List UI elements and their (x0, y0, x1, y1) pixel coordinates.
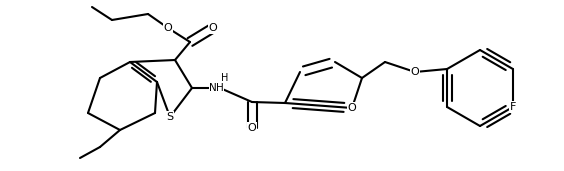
Text: O: O (248, 123, 257, 133)
Text: H: H (221, 73, 228, 83)
Text: S: S (166, 112, 174, 122)
Text: O: O (209, 23, 217, 33)
Text: F: F (510, 102, 516, 112)
Text: H: H (216, 83, 224, 93)
Text: N: N (209, 83, 217, 93)
Text: O: O (411, 67, 420, 77)
Text: O: O (164, 23, 173, 33)
Text: O: O (347, 103, 356, 113)
